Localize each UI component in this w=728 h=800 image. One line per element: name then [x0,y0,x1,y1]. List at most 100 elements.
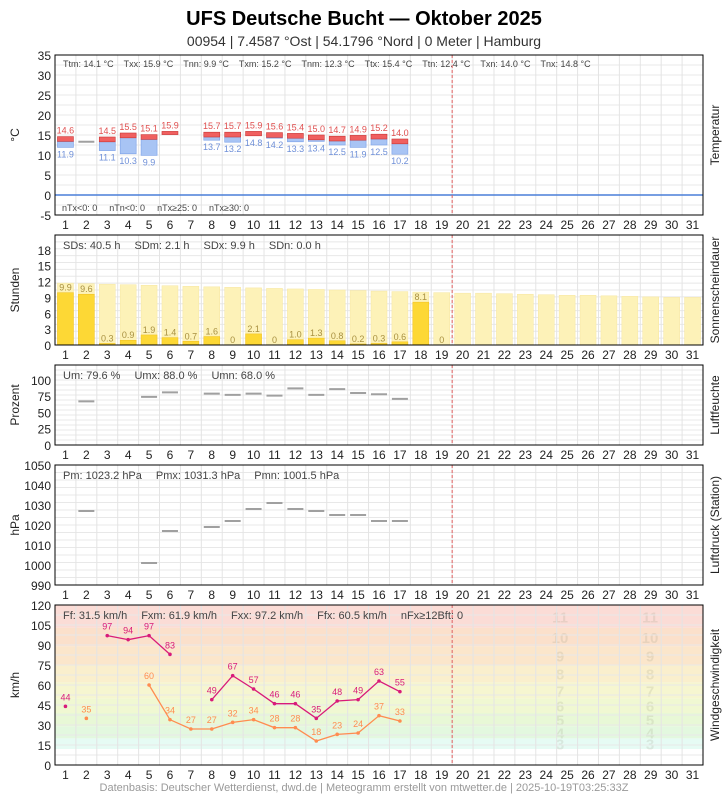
sunshine-label: 0.7 [185,331,198,341]
x-tick-label: 8 [208,588,215,602]
tmin-bar [328,140,346,146]
y-tick-label: 1030 [24,499,51,513]
x-tick-label: 25 [560,218,574,232]
x-tick-label: 9 [229,448,236,462]
x-tick-label: 15 [351,768,365,782]
gust-line [107,634,171,655]
tmax-label: 15.5 [119,122,137,132]
x-tick-label: 1 [62,768,69,782]
x-tick-label: 13 [310,588,324,602]
x-tick-label: 5 [146,588,153,602]
tmax-bar [203,131,221,138]
x-tick-label: 3 [104,218,111,232]
tmax-bar [391,138,409,145]
x-tick-label: 26 [581,218,595,232]
x-tick-label: 7 [188,448,195,462]
x-tick-label: 27 [602,768,616,782]
beaufort-label: 7 [556,683,564,700]
y-tick-label: 75 [38,390,52,404]
sunshine-bar [245,333,262,346]
stat-label: Pmn: 1001.5 hPa [254,470,340,482]
gust-label: 57 [249,675,259,685]
x-tick-label: 24 [540,768,554,782]
x-tick-label: 21 [477,768,491,782]
x-tick-label: 18 [414,768,428,782]
sunshine-label: 1.3 [310,328,323,338]
sunshine-label: 0.3 [373,333,386,343]
x-tick-label: 11 [268,448,281,462]
x-tick-label: 28 [623,768,637,782]
tmax-label: 14.9 [349,124,367,134]
tmin-label: 12.5 [370,147,388,157]
tmax-bar [140,134,158,140]
beaufort-label: 9 [646,649,654,666]
footer-credit: Datenbasis: Deutscher Wetterdienst, dwd.… [100,782,629,794]
tmin-bar [349,139,367,148]
possible-sunshine-bar [684,297,701,346]
mean-label: 37 [374,702,384,712]
sunshine-bar [119,339,137,346]
plot-frame [54,364,704,446]
x-tick-label: 5 [146,218,153,232]
x-tick-label: 1 [62,448,69,462]
x-tick-label: 28 [623,348,637,362]
possible-sunshine-bar [579,295,597,346]
x-tick-label: 31 [686,768,700,782]
bottom-stat: nTx≥25: 0 [157,203,197,213]
x-tick-label: 15 [351,588,365,602]
x-tick-label: 14 [331,218,345,232]
sunshine-label: 0.2 [352,334,365,344]
tmax-bar [119,132,137,139]
tmax-label: 15.4 [287,122,305,132]
beaufort-label: 9 [556,649,564,666]
x-tick-label: 18 [414,348,428,362]
x-tick-label: 25 [560,448,574,462]
stat-label: Um: 79.6 % [63,370,121,382]
x-tick-label: 29 [644,448,658,462]
beaufort-label: 10 [552,630,569,647]
x-tick-label: 19 [435,348,449,362]
x-tick-label: 31 [686,448,700,462]
chart-title: UFS Deutsche Bucht — Oktober 2025 [186,8,542,30]
x-tick-label: 21 [477,348,491,362]
x-tick-label: 8 [208,448,215,462]
x-tick-label: 22 [498,588,512,602]
x-tick-label: 26 [581,448,595,462]
stat-label: Txn: 14.0 °C [480,59,531,69]
stat-label: SDn: 0.0 h [269,240,321,252]
x-tick-label: 2 [83,768,90,782]
tmax-bar [328,135,346,142]
mean-label: 23 [332,720,342,730]
gust-label: 97 [102,622,112,632]
tmin-label: 11.9 [57,149,74,159]
x-tick-label: 23 [519,348,533,362]
beaufort-band [55,738,703,749]
bottom-stat: nTn<0: 0 [109,203,145,213]
gust-label: 46 [269,690,279,700]
x-tick-label: 14 [331,588,345,602]
x-tick-label: 31 [686,348,700,362]
x-tick-label: 7 [188,588,195,602]
possible-sunshine-bar [642,296,659,346]
gust-point [105,633,110,638]
side-label: Sonnenscheindauer [708,237,722,344]
x-tick-label: 7 [188,348,195,362]
gust-label: 94 [123,626,133,636]
tmin-bar [98,141,116,151]
gust-line [211,674,401,720]
x-tick-label: 22 [498,218,512,232]
x-tick-label: 6 [167,768,174,782]
x-tick-label: 25 [560,768,574,782]
side-label: Luftdruck (Station) [708,476,722,574]
y-axis-label: hPa [8,514,22,536]
y-tick-label: 100 [31,374,51,388]
stat-label: Txx: 15.9 °C [124,59,174,69]
mean-label: 18 [311,727,321,737]
y-tick-label: 30 [38,69,52,83]
x-tick-label: 9 [229,588,236,602]
possible-sunshine-bar [537,294,555,346]
x-tick-label: 10 [247,768,261,782]
tmin-label: 10.3 [119,156,137,166]
y-tick-label: 60 [38,679,52,693]
mean-label: 32 [228,708,238,718]
